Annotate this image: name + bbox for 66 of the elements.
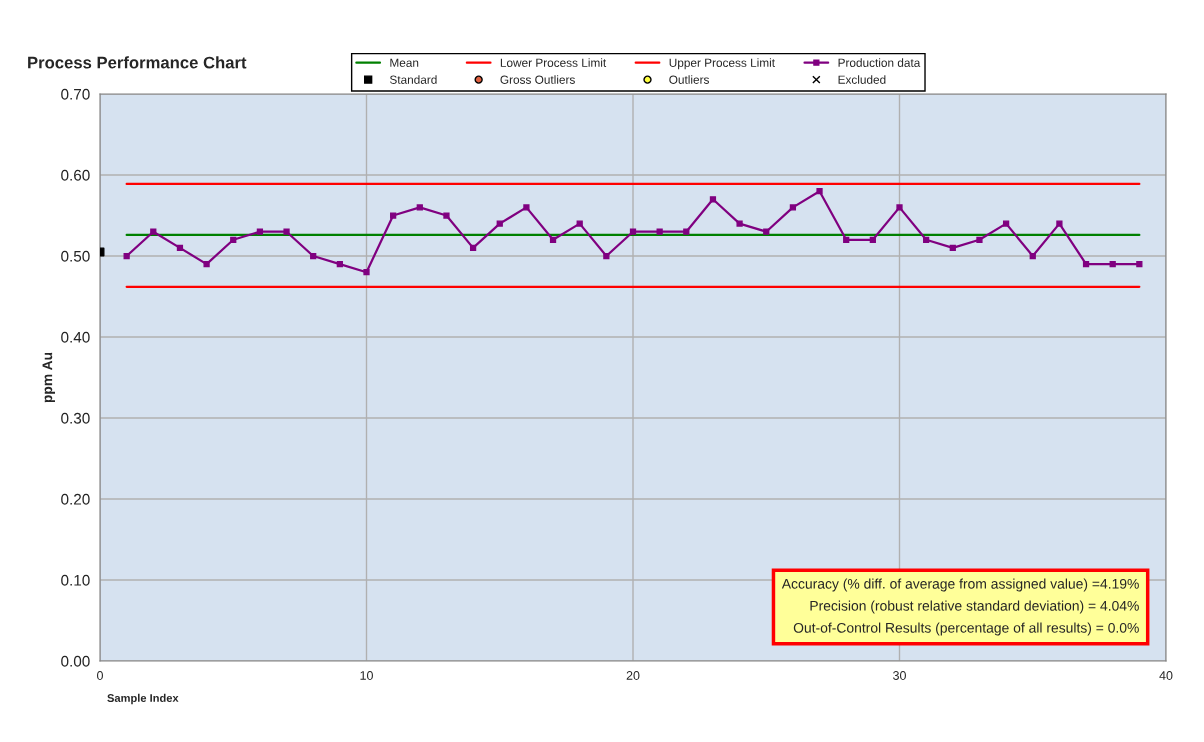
point <box>496 220 503 227</box>
point <box>310 252 317 260</box>
point <box>763 228 770 235</box>
point <box>150 228 157 235</box>
point <box>1029 252 1036 260</box>
point <box>816 188 823 195</box>
legend-label: Outliers <box>669 75 709 84</box>
point <box>683 228 690 235</box>
point <box>416 204 423 211</box>
annotation: Out-of-Control Results (percentage of all results) = 0.0% <box>793 622 1139 636</box>
y-tick-label: 0.50 <box>61 250 90 262</box>
y-tick-label: 0.30 <box>61 412 90 424</box>
x-tick-label: 30 <box>893 671 906 680</box>
x-tick-label: 0 <box>97 671 103 680</box>
point <box>1082 260 1090 268</box>
point <box>1056 220 1063 227</box>
annotation: Accuracy (% diff. of average from assigned value) =4.19% <box>781 578 1139 592</box>
x-axis-title: Sample Index <box>107 693 179 705</box>
point <box>1002 220 1010 227</box>
point <box>336 260 343 268</box>
annotation: Precision (robust relative standard deviation) = 4.04% <box>810 600 1139 614</box>
point <box>949 244 956 252</box>
point <box>576 220 583 227</box>
point <box>1136 260 1143 268</box>
point <box>256 228 264 235</box>
y-tick-label: 0.10 <box>61 574 90 586</box>
point <box>869 236 876 243</box>
point <box>976 236 983 243</box>
x-tick-label: 10 <box>360 671 373 680</box>
point <box>736 220 743 227</box>
y-tick-label: 0.70 <box>61 88 90 100</box>
x-tick-label: 20 <box>626 671 640 680</box>
point <box>549 236 557 243</box>
point <box>656 228 663 235</box>
legend-label: Excluded <box>838 75 886 84</box>
point <box>1109 260 1116 268</box>
point <box>176 244 184 252</box>
legend-label: Lower Process Limit <box>500 58 607 67</box>
legend-label: Mean <box>390 58 419 67</box>
chart-title: Process Performance Chart <box>28 56 247 69</box>
point <box>283 228 290 235</box>
y-tick-label: 0.60 <box>61 169 90 181</box>
point <box>843 236 850 243</box>
point <box>390 212 397 219</box>
point <box>896 204 903 211</box>
point <box>923 236 930 243</box>
legend-label: Production data <box>838 58 921 67</box>
point <box>363 269 370 276</box>
y-axis-title: ppm Au <box>42 352 55 403</box>
point <box>709 196 717 203</box>
y-tick-label: 0.00 <box>61 655 90 667</box>
point <box>789 204 797 211</box>
legend-label: Gross Outliers <box>500 75 575 84</box>
point <box>469 244 477 252</box>
point <box>123 252 130 260</box>
point <box>629 228 637 235</box>
point <box>603 252 610 260</box>
legend-label: Upper Process Limit <box>669 58 775 70</box>
y-tick-label: 0.20 <box>61 493 90 505</box>
y-tick-label: 0.40 <box>61 331 90 343</box>
legend-label: Standard <box>389 75 437 84</box>
point <box>203 260 210 268</box>
point <box>230 236 237 243</box>
point <box>523 204 530 211</box>
x-tick-label: 40 <box>1159 671 1173 680</box>
point <box>443 212 450 219</box>
